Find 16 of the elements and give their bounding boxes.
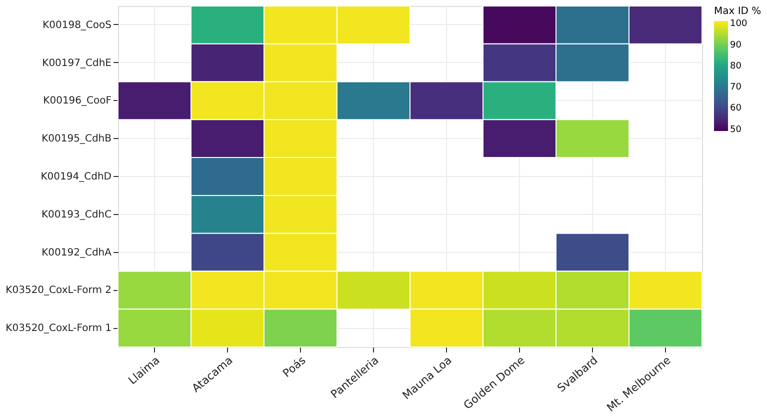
color-bar-label: 100: [730, 19, 748, 30]
y-tick-label: K00198_CooS: [42, 20, 112, 31]
y-tick-label: K03520_CoxL-Form 2: [6, 285, 112, 296]
y-tick-label: K00195_CdhB: [42, 134, 112, 145]
y-tick-label: K00196_CooF: [43, 96, 112, 107]
color-bar-label: 90: [730, 40, 742, 50]
color-bar-label: 60: [730, 104, 742, 114]
y-tick-label: K00192_CdhA: [42, 247, 112, 258]
color-bar-label: 70: [730, 82, 742, 93]
y-tick-label: K00193_CdhC: [41, 209, 112, 220]
color-bar-label: 50: [730, 124, 742, 135]
y-tick-label: K00197_CdhE: [42, 58, 112, 69]
legend-title: Max ID %: [714, 6, 762, 17]
color-bar-label: 80: [730, 61, 742, 72]
y-tick-label: K03520_CoxL-Form 1: [6, 323, 112, 334]
y-tick-label: K00194_CdhD: [40, 172, 112, 182]
